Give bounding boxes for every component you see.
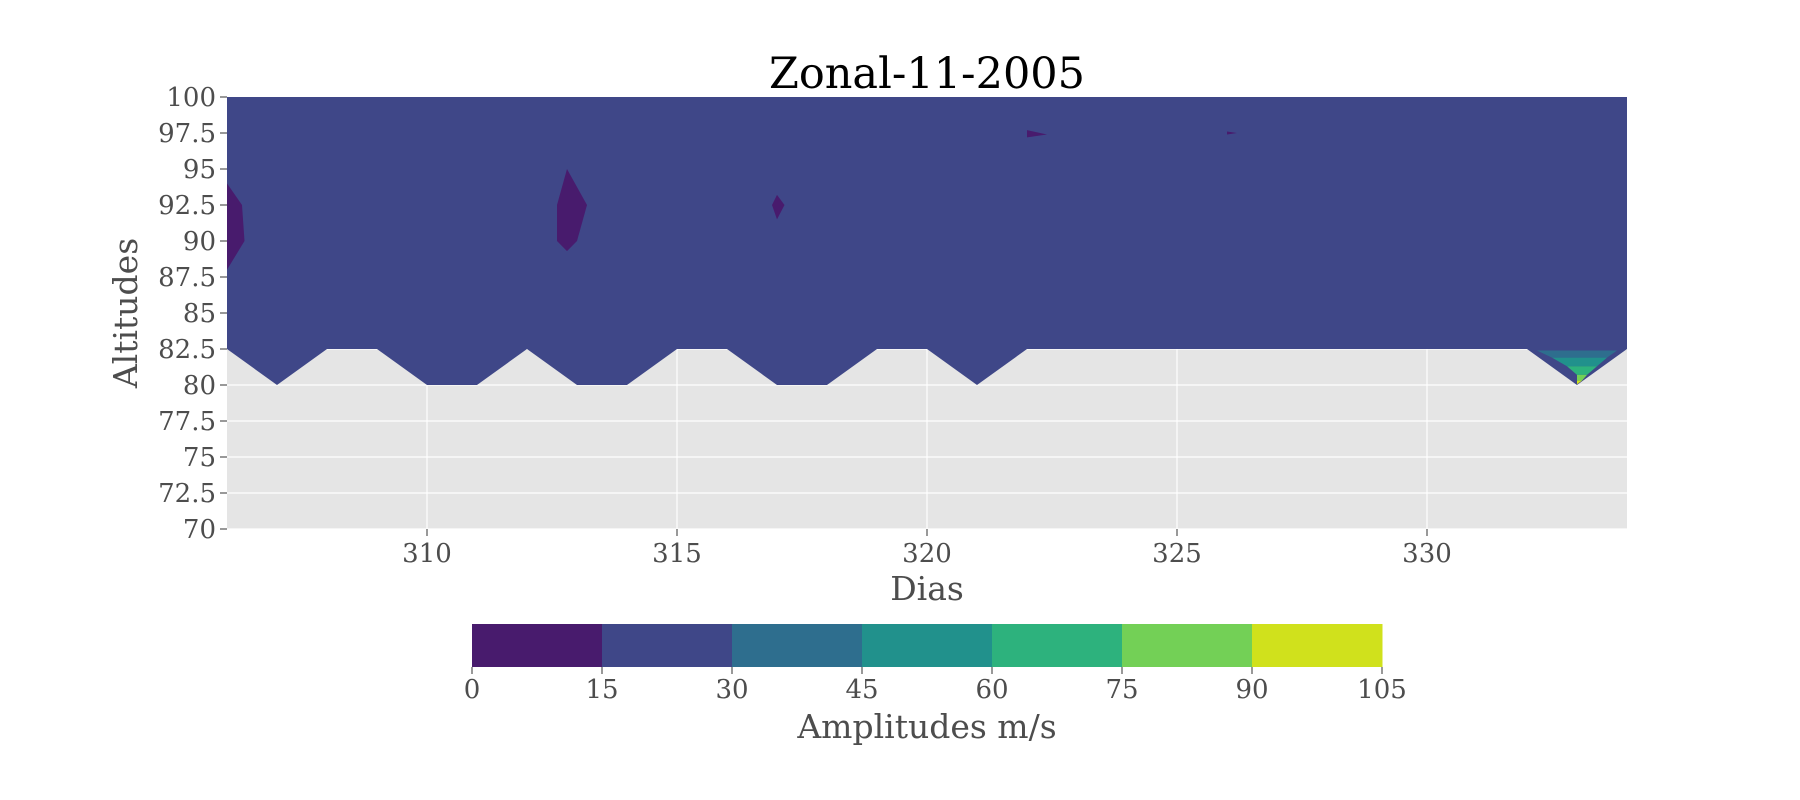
- y-tick-label: 95: [183, 155, 216, 185]
- colorbar-tick-label: 105: [1357, 675, 1407, 705]
- y-tick-label: 70: [183, 515, 216, 545]
- colorbar-tick-label: 30: [715, 675, 748, 705]
- colorbar-tick-label: 15: [585, 675, 618, 705]
- colorbar-label: Amplitudes m/s: [796, 707, 1056, 746]
- y-tick-label: 85: [183, 299, 216, 329]
- colorbar-swatch: [602, 624, 733, 667]
- x-tick-label: 330: [1402, 539, 1452, 569]
- contour-region-0-15: [1027, 130, 1047, 138]
- x-tick-label: 320: [902, 539, 952, 569]
- contour-region-75-90: [1577, 374, 1587, 381]
- colorbar-swatch: [732, 624, 863, 667]
- colorbar-swatch: [992, 624, 1123, 667]
- y-tick-label: 90: [183, 227, 216, 257]
- y-tick-label: 92.5: [158, 191, 216, 221]
- colorbar-tick-label: 75: [1105, 675, 1138, 705]
- y-tick-label: 82.5: [158, 335, 216, 365]
- x-axis-label: Dias: [890, 569, 964, 608]
- y-axis-ticks: 70 72.5 75 77.5 80 82.5 85 87.5 90 92.5 95 97.5 100: [158, 83, 227, 545]
- y-tick-label: 80: [183, 371, 216, 401]
- x-tick-label: 325: [1152, 539, 1202, 569]
- contour-region-0-15: [1227, 131, 1237, 135]
- contour-region-30-45: [1537, 350, 1617, 358]
- x-tick-label: 310: [402, 539, 452, 569]
- colorbar-tick-label: 90: [1235, 675, 1268, 705]
- y-tick-label: 97.5: [158, 119, 216, 149]
- y-axis-label: Altitudes: [106, 238, 145, 389]
- contour-region-0-15: [227, 183, 245, 270]
- contour-regions: [227, 130, 1617, 385]
- colorbar-tick-label: 60: [975, 675, 1008, 705]
- chart-title: Zonal-11-2005: [769, 49, 1085, 99]
- contour-band-15-30: [227, 97, 1627, 385]
- contour-region-60-75: [1567, 366, 1597, 375]
- contour-region-0-15: [772, 194, 785, 220]
- plot-area: [227, 96, 1627, 530]
- contour-region-0-15: [557, 154, 587, 252]
- colorbar-swatch: [472, 624, 603, 667]
- y-tick-label: 100: [166, 83, 216, 113]
- x-tick-label: 315: [652, 539, 702, 569]
- y-tick-label: 87.5: [158, 263, 216, 293]
- contour-region-90-105: [1577, 380, 1582, 385]
- colorbar-swatch: [1252, 624, 1383, 667]
- x-axis-ticks: 310 315 320 325 330: [402, 529, 1452, 569]
- y-tick-label: 75: [183, 443, 216, 473]
- y-tick-label: 77.5: [158, 407, 216, 437]
- colorbar: 0 15 30 45 60 75 90 105: [464, 624, 1407, 705]
- colorbar-tick-label: 45: [845, 675, 878, 705]
- colorbar-tick-label: 0: [464, 675, 481, 705]
- colorbar-swatch: [862, 624, 993, 667]
- colorbar-swatch: [1122, 624, 1253, 667]
- y-tick-label: 72.5: [158, 479, 216, 509]
- contour-region-45-60: [1552, 357, 1607, 367]
